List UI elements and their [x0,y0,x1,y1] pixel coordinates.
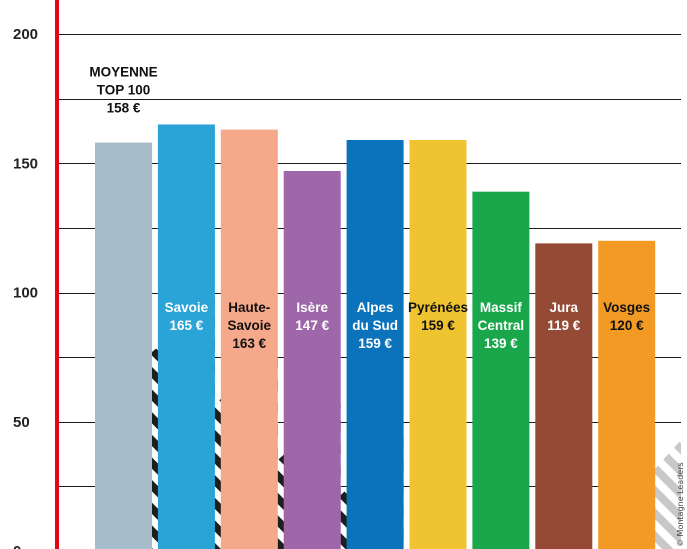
bar-label: 163 € [232,336,266,351]
bar-label: 147 € [295,318,329,333]
bar-label: Massif [480,300,523,315]
bar-label: TOP 100 [97,83,151,98]
bars [95,124,656,549]
bar-label: Alpes [357,300,394,315]
bar [472,191,530,549]
y-axis-line [55,0,59,549]
bar [157,124,215,549]
bar-label: Savoie [228,318,272,333]
bar-label: MOYENNE [89,65,157,80]
bar [95,142,152,549]
bar-label: Isère [296,300,328,315]
bar-label: Pyrénées [408,300,468,315]
bar [535,243,593,549]
credit-text: © Montagne Leaders [676,462,685,547]
bar [220,129,278,549]
bar-label: Jura [550,300,579,315]
bar-label: 159 € [421,318,455,333]
bar [598,240,656,549]
bar [283,171,341,549]
y-tick-label: 100 [13,285,38,302]
bar-label: 120 € [610,318,644,333]
bar-label: du Sud [352,318,398,333]
y-tick-label: 150 [13,155,38,172]
hatch-band-end [654,440,681,549]
bar-label: 119 € [547,318,581,333]
bar-label: 159 € [358,336,392,351]
y-tick-label: 0 [13,543,21,549]
bar-label: 158 € [107,101,141,116]
bar-label: 165 € [170,318,204,333]
y-tick-label: 200 [13,26,38,43]
bar-label: 139 € [484,336,518,351]
bar-label: Central [478,318,525,333]
bar-label: Vosges [603,300,650,315]
bar [346,139,404,549]
bar-label: Haute- [228,300,270,315]
bar [409,139,467,549]
bar-label: Savoie [165,300,209,315]
y-axis [55,0,59,549]
bar-labels: MOYENNE TOP 100 158 € Savoie 165 € Haute- Savo… [89,65,650,351]
y-tick-label: 50 [13,414,30,431]
